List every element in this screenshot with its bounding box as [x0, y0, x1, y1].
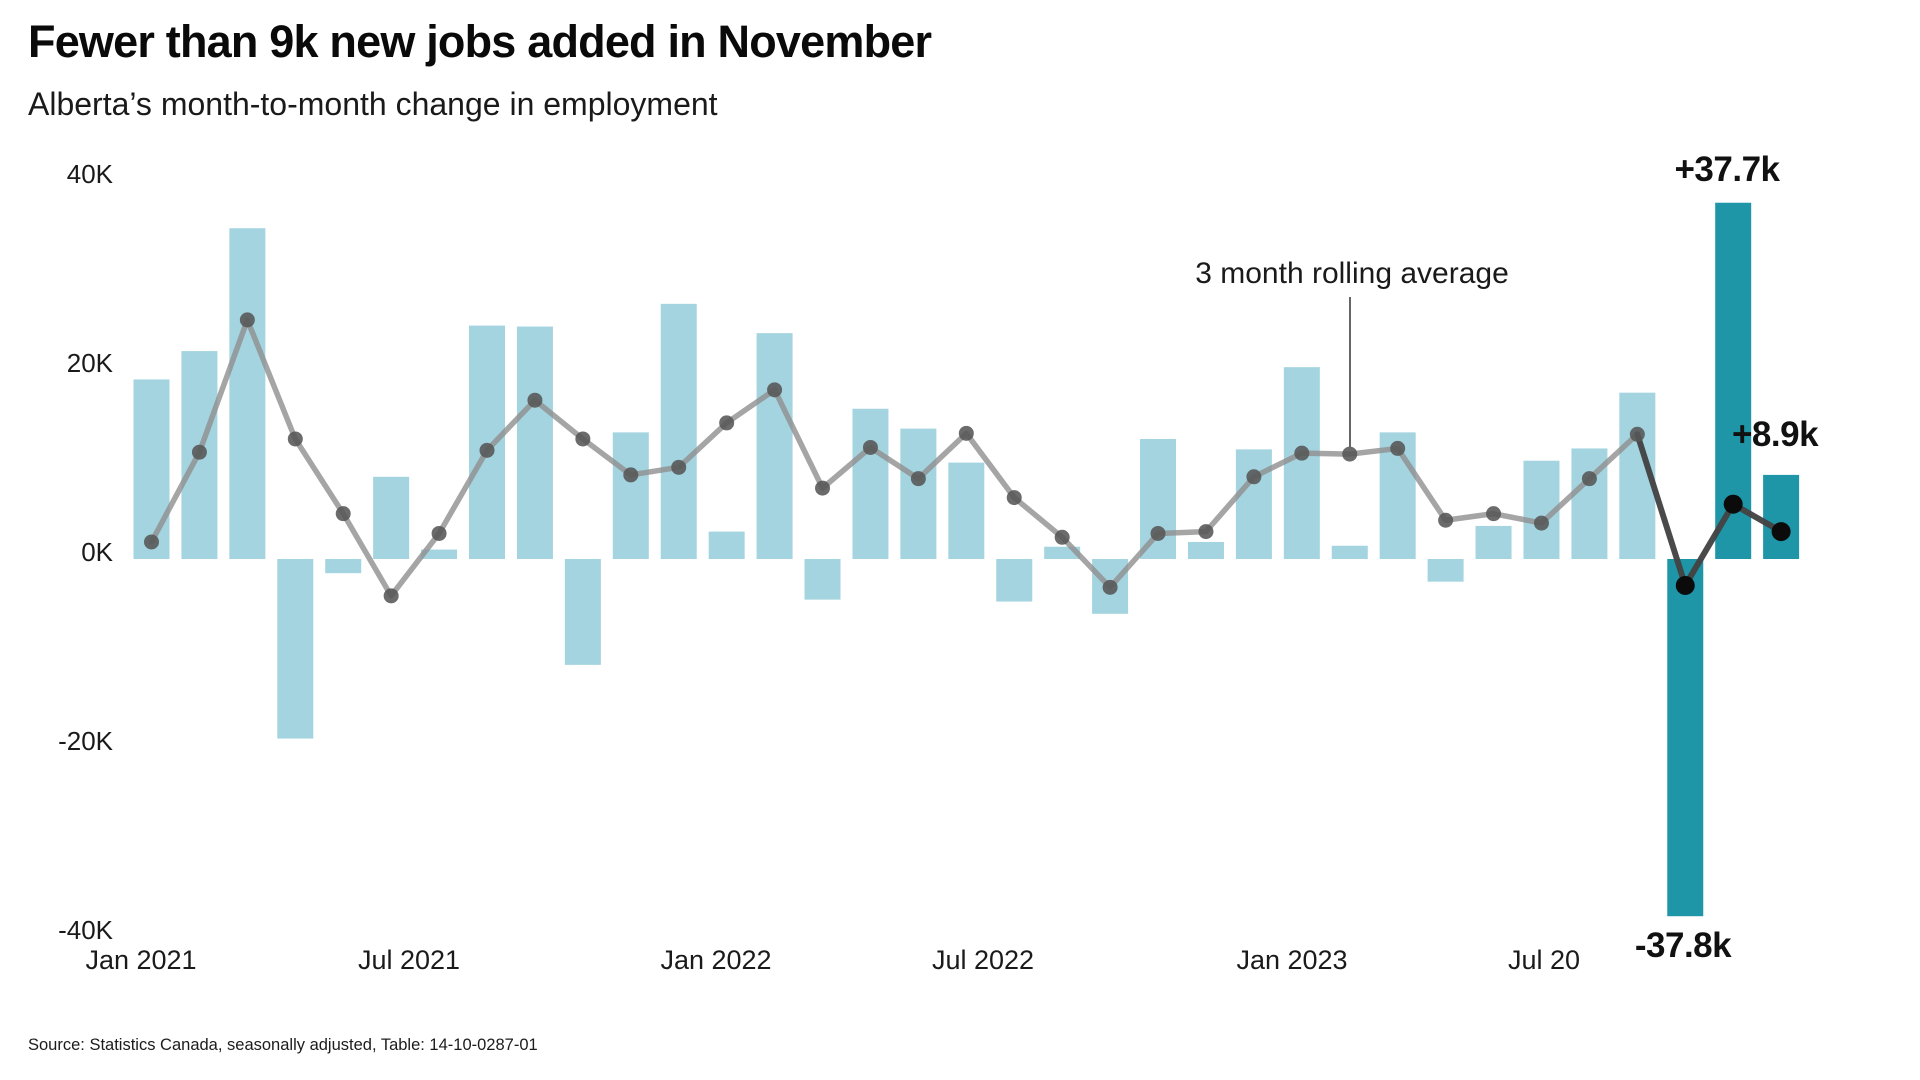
bar-apr-2021: [277, 559, 314, 739]
bar-feb-2023: [1331, 545, 1368, 559]
rolling-average-point-feb-2023: [1342, 446, 1358, 462]
chart-subtitle: Alberta’s month-to-month change in emplo…: [28, 86, 718, 122]
rolling-average-point-nov-2022: [1198, 524, 1214, 540]
bar-may-2021: [325, 559, 362, 574]
y-axis-label-0k: 0K: [81, 537, 113, 567]
rolling-average-point-jun-2022: [958, 425, 974, 441]
rolling-average-point-jun-2023: [1533, 515, 1549, 531]
rolling-average-point-jan-2022: [719, 415, 735, 431]
rolling-average-point-feb-2022: [767, 382, 783, 398]
chart-title: Fewer than 9k new jobs added in November: [28, 16, 932, 67]
oct-2023-value-label: +37.7k: [1674, 150, 1780, 189]
rolling-average-point-apr-2022: [862, 439, 878, 455]
sep-2023-value-label: -37.8k: [1634, 926, 1732, 965]
bar-nov-2021: [612, 432, 649, 559]
bar-sep-2023: [1667, 559, 1704, 917]
x-axis-label-jan-2022: Jan 2022: [660, 945, 771, 975]
rolling-average-point-apr-2023: [1438, 512, 1454, 528]
rolling-average-point-dec-2022: [1246, 469, 1262, 485]
rolling-average-point-feb-2021: [191, 444, 207, 460]
nov-2023-value-label: +8.9k: [1731, 415, 1819, 454]
rolling-average-point-oct-2021: [575, 431, 591, 447]
rolling-average-point-sep-2023: [1675, 575, 1695, 595]
rolling-average-point-oct-2022: [1150, 525, 1166, 541]
rolling-average-point-mar-2023: [1390, 440, 1406, 456]
x-axis-label-jan-2023: Jan 2023: [1236, 945, 1347, 975]
bar-jan-2021: [133, 379, 170, 559]
rolling-average-point-jan-2021: [144, 534, 159, 550]
rolling-average-point-nov-2023: [1771, 522, 1791, 542]
bar-jan-2023: [1283, 367, 1320, 559]
x-axis-label-jan-2021: Jan 2021: [85, 945, 196, 975]
bar-dec-2022: [1235, 449, 1272, 559]
bar-jul-2022: [996, 559, 1033, 602]
bar-oct-2022: [1140, 438, 1177, 559]
bar-may-2022: [900, 428, 937, 559]
bar-mar-2022: [804, 559, 841, 600]
rolling-average-point-sep-2021: [527, 392, 543, 408]
rolling-average-point-aug-2023: [1629, 426, 1645, 442]
rolling-average-point-jan-2023: [1294, 445, 1310, 461]
bar-aug-2021: [469, 325, 506, 559]
rolling-average-point-nov-2021: [623, 467, 639, 483]
rolling-average-point-may-2022: [910, 471, 926, 487]
rolling-average-point-may-2023: [1486, 506, 1502, 522]
rolling-average-point-sep-2022: [1102, 579, 1118, 595]
x-axis-label-jul-20: Jul 20: [1508, 945, 1580, 975]
bar-dec-2021: [660, 303, 697, 559]
y-axis-label--20k: -20K: [58, 726, 114, 756]
y-axis-label--40k: -40K: [58, 915, 114, 945]
rolling-average-annotation: 3 month rolling average: [1195, 257, 1509, 290]
rolling-average-point-may-2021: [335, 506, 351, 522]
bar-apr-2022: [852, 408, 889, 559]
bar-jan-2022: [708, 531, 745, 559]
source-note: Source: Statistics Canada, seasonally ad…: [28, 1036, 538, 1054]
rolling-average-point-mar-2022: [815, 480, 831, 496]
bar-oct-2021: [564, 559, 601, 665]
rolling-average-point-apr-2021: [287, 431, 303, 447]
x-axis-label-jul-2022: Jul 2022: [932, 945, 1034, 975]
bar-mar-2021: [229, 228, 266, 559]
bar-feb-2022: [756, 333, 793, 559]
bar-jun-2021: [373, 476, 410, 559]
rolling-average-point-jul-2021: [431, 525, 447, 541]
rolling-average-point-mar-2021: [239, 312, 255, 328]
rolling-average-point-jul-2023: [1581, 471, 1597, 487]
bar-jun-2022: [948, 462, 985, 559]
rolling-average-line-recent: [1634, 431, 1785, 589]
bar-sep-2021: [516, 326, 553, 559]
y-axis-label-20k: 20K: [67, 348, 114, 378]
bar-nov-2023: [1763, 474, 1800, 559]
y-axis-label-40k: 40K: [67, 159, 114, 189]
rolling-average-point-dec-2021: [671, 459, 687, 475]
rolling-average-point-jul-2022: [1006, 490, 1022, 506]
rolling-average-point-aug-2021: [479, 442, 495, 458]
rolling-average-point-jun-2021: [383, 588, 399, 604]
rolling-average-point-aug-2022: [1054, 529, 1070, 545]
bar-apr-2023: [1427, 559, 1464, 582]
bar-nov-2022: [1187, 541, 1224, 559]
bar-jul-2021: [421, 549, 458, 559]
bar-may-2023: [1475, 525, 1512, 559]
x-axis-label-jul-2021: Jul 2021: [358, 945, 460, 975]
rolling-average-point-oct-2023: [1723, 494, 1743, 514]
